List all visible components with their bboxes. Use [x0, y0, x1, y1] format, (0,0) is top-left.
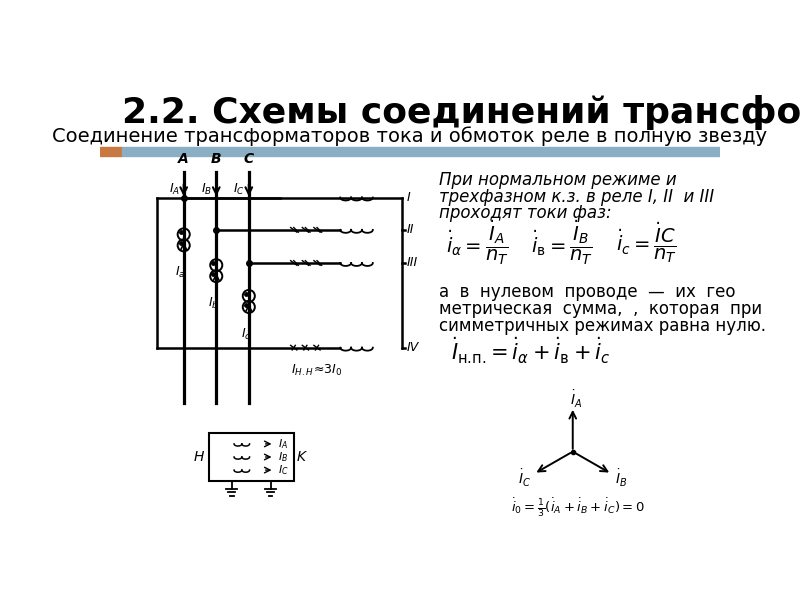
Text: C: C	[244, 152, 254, 166]
Text: Соединение трансформаторов тока и обмоток реле в полную звезду: Соединение трансформаторов тока и обмото…	[53, 126, 767, 146]
Text: $I_c$: $I_c$	[241, 327, 251, 342]
Text: $I_a$: $I_a$	[175, 265, 186, 280]
Text: 2.2. Схемы соединений трансформаторов тока: 2.2. Схемы соединений трансформаторов то…	[122, 95, 800, 130]
Text: $I_C$: $I_C$	[233, 182, 245, 197]
Text: а  в  нулевом  проводе  —  их  гео: а в нулевом проводе — их гео	[439, 283, 736, 301]
Text: $\dot{i}_{c} = \dfrac{\dot{I}C}{n_T}$: $\dot{i}_{c} = \dfrac{\dot{I}C}{n_T}$	[616, 220, 678, 265]
Text: симметричных режимах равна нулю.: симметричных режимах равна нулю.	[439, 317, 766, 335]
Text: $I_A$: $I_A$	[169, 182, 180, 197]
Text: $I_b$: $I_b$	[208, 296, 218, 311]
Bar	[122, 148, 720, 156]
Text: $\dot{I}_B$: $\dot{I}_B$	[615, 468, 627, 489]
Bar	[209, 433, 294, 481]
Text: B: B	[211, 152, 222, 166]
Text: $\dot{i}_0 = \frac{1}{3}(\dot{i}_A + \dot{i}_B + \dot{i}_C) = 0$: $\dot{i}_0 = \frac{1}{3}(\dot{i}_A + \do…	[510, 497, 645, 519]
Text: $I_A$: $I_A$	[278, 437, 288, 451]
Text: IV: IV	[407, 341, 419, 354]
Text: I: I	[407, 191, 410, 204]
Bar	[100, 148, 122, 156]
Text: $\dot{I}_A$: $\dot{I}_A$	[570, 389, 582, 410]
Text: $I_C$: $I_C$	[278, 463, 289, 477]
Text: трехфазном к.з. в реле I, II  и III: трехфазном к.з. в реле I, II и III	[439, 187, 714, 205]
Text: $\dot{I}_{\text{н.п.}} = \dot{i}_{\alpha} + \dot{i}_{\text{в}} + \dot{i}_{c}$: $\dot{I}_{\text{н.п.}} = \dot{i}_{\alpha…	[451, 335, 610, 366]
Text: проходят токи фаз:: проходят токи фаз:	[439, 205, 612, 223]
Text: При нормальном режиме и: При нормальном режиме и	[439, 170, 677, 188]
Text: $\dot{i}_{\alpha} = \dfrac{\dot{I}_{A}}{n_T}$: $\dot{i}_{\alpha} = \dfrac{\dot{I}_{A}}{…	[446, 219, 508, 267]
Text: метрическая  сумма,  ,  которая  при: метрическая сумма, , которая при	[439, 300, 762, 318]
Text: $I_B$: $I_B$	[202, 182, 212, 197]
Text: II: II	[407, 223, 414, 236]
Text: III: III	[407, 256, 418, 269]
Text: H: H	[194, 450, 204, 464]
Text: A: A	[178, 152, 189, 166]
Text: $\dot{I}_C$: $\dot{I}_C$	[518, 468, 531, 489]
Text: $I_{H.H}\!\approx\!3I_0$: $I_{H.H}\!\approx\!3I_0$	[291, 363, 343, 378]
Text: $I_B$: $I_B$	[278, 450, 288, 464]
Text: $\dot{i}_{\text{в}} = \dfrac{\dot{I}_{B}}{n_T}$: $\dot{i}_{\text{в}} = \dfrac{\dot{I}_{B}…	[531, 219, 593, 267]
Text: K: K	[297, 450, 306, 464]
